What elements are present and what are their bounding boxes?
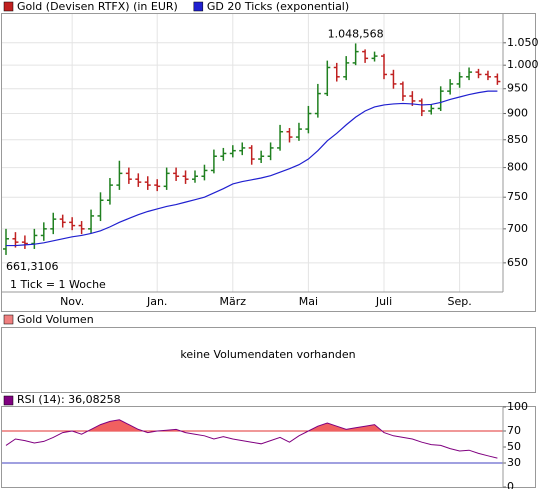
y-tick-label: 750	[507, 190, 528, 203]
volume-message: keine Volumendaten vorhanden	[180, 348, 355, 361]
y-tick-label: 850	[507, 133, 528, 146]
y-tick-label: 50	[507, 440, 521, 453]
legend-label: Gold (Devisen RTFX) (in EUR)	[17, 0, 178, 13]
y-tick-label: 700	[507, 222, 528, 235]
y-tick-label: 1.000	[507, 58, 539, 71]
main-frame	[1, 13, 536, 312]
y-tick-label: 650	[507, 256, 528, 269]
y-tick-label: 70	[507, 424, 521, 437]
note: 1 Tick = 1 Woche	[10, 278, 106, 291]
legend-label: GD 20 Ticks (exponential)	[207, 0, 349, 13]
rsi-line	[5, 419, 498, 459]
legend-label: RSI (14): 36,08258	[17, 393, 121, 406]
x-tick-label: Sep.	[447, 295, 471, 308]
y-tick-label: 800	[507, 161, 528, 174]
x-tick-label: Jan.	[146, 295, 167, 308]
y-tick-label: 100	[507, 400, 528, 413]
legend-swatch	[3, 314, 14, 325]
y-tick-label: 0	[507, 480, 514, 489]
high-annotation: 1.048,568	[328, 27, 384, 40]
y-tick-label: 950	[507, 82, 528, 95]
volume-frame	[1, 327, 536, 393]
x-tick-label: Juli	[375, 295, 392, 308]
legend-swatch	[3, 1, 14, 12]
low-annotation: 661,3106	[6, 260, 59, 273]
panel-title: Gold Volumen	[17, 313, 94, 326]
rsi-frame	[1, 406, 536, 488]
legend-swatch	[3, 395, 14, 406]
overbought-area	[6, 419, 498, 431]
moving-average-line	[6, 90, 498, 247]
x-tick-label: Nov.	[60, 295, 84, 308]
x-tick-label: März	[220, 295, 247, 308]
x-tick-label: Mai	[299, 295, 318, 308]
y-tick-label: 30	[507, 456, 521, 469]
y-tick-label: 900	[507, 107, 528, 120]
legend-swatch	[193, 1, 204, 12]
y-tick-label: 1.050	[507, 36, 539, 49]
